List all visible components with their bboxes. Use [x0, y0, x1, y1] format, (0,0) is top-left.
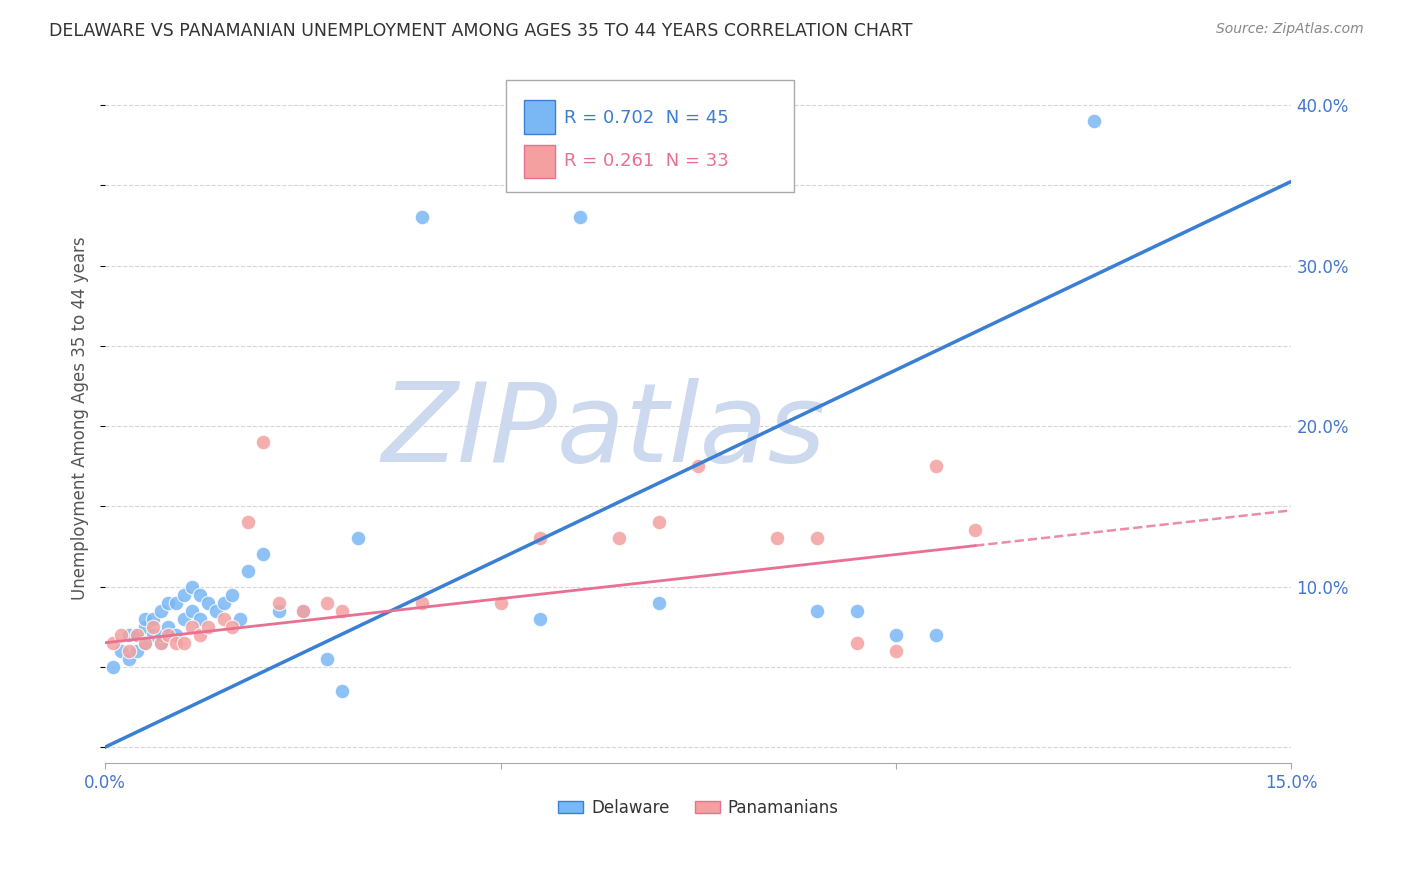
Point	[149, 636, 172, 650]
Point	[118, 644, 141, 658]
Point	[165, 596, 187, 610]
Point	[188, 612, 211, 626]
Point	[269, 596, 291, 610]
Point	[221, 588, 243, 602]
Point	[332, 604, 354, 618]
Text: R = 0.702  N = 45: R = 0.702 N = 45	[564, 109, 728, 127]
Text: DELAWARE VS PANAMANIAN UNEMPLOYMENT AMONG AGES 35 TO 44 YEARS CORRELATION CHART: DELAWARE VS PANAMANIAN UNEMPLOYMENT AMON…	[49, 22, 912, 40]
Point	[173, 636, 195, 650]
Point	[529, 532, 551, 546]
Point	[110, 628, 132, 642]
Text: R = 0.261  N = 33: R = 0.261 N = 33	[564, 152, 728, 169]
Point	[118, 628, 141, 642]
Point	[134, 620, 156, 634]
Point	[188, 628, 211, 642]
Point	[212, 596, 235, 610]
Point	[125, 628, 148, 642]
Point	[165, 628, 187, 642]
Point	[212, 612, 235, 626]
Point	[489, 596, 512, 610]
Point	[291, 604, 314, 618]
Point	[252, 548, 274, 562]
Point	[165, 636, 187, 650]
Point	[607, 532, 630, 546]
Point	[101, 636, 124, 650]
Point	[845, 636, 868, 650]
Point	[157, 596, 180, 610]
Point	[884, 644, 907, 658]
Point	[1083, 114, 1105, 128]
Point	[134, 636, 156, 650]
Point	[228, 612, 250, 626]
Point	[252, 435, 274, 450]
Point	[688, 459, 710, 474]
Point	[884, 628, 907, 642]
Point	[221, 620, 243, 634]
Point	[332, 684, 354, 698]
Point	[125, 628, 148, 642]
Point	[845, 604, 868, 618]
Point	[157, 620, 180, 634]
Legend: Delaware, Panamanians: Delaware, Panamanians	[551, 792, 845, 824]
Point	[173, 612, 195, 626]
Point	[134, 612, 156, 626]
Point	[173, 588, 195, 602]
Point	[236, 564, 259, 578]
Point	[181, 604, 204, 618]
Point	[766, 532, 789, 546]
Text: Source: ZipAtlas.com: Source: ZipAtlas.com	[1216, 22, 1364, 37]
Point	[142, 628, 165, 642]
Point	[411, 596, 433, 610]
Point	[118, 652, 141, 666]
Point	[315, 596, 337, 610]
Point	[181, 620, 204, 634]
Point	[197, 620, 219, 634]
Point	[157, 628, 180, 642]
Point	[529, 612, 551, 626]
Point	[149, 604, 172, 618]
Point	[347, 532, 370, 546]
Point	[269, 604, 291, 618]
Point	[965, 524, 987, 538]
Point	[806, 604, 828, 618]
Point	[101, 660, 124, 674]
Point	[188, 588, 211, 602]
Text: ZIPatlas: ZIPatlas	[381, 378, 825, 485]
Y-axis label: Unemployment Among Ages 35 to 44 years: Unemployment Among Ages 35 to 44 years	[72, 236, 89, 599]
Point	[806, 532, 828, 546]
Point	[149, 628, 172, 642]
Point	[110, 644, 132, 658]
Point	[648, 516, 671, 530]
Point	[181, 580, 204, 594]
Point	[197, 596, 219, 610]
Point	[236, 516, 259, 530]
Point	[125, 644, 148, 658]
Point	[315, 652, 337, 666]
Point	[648, 596, 671, 610]
Point	[924, 459, 946, 474]
Point	[142, 612, 165, 626]
Point	[134, 636, 156, 650]
Point	[924, 628, 946, 642]
Point	[142, 620, 165, 634]
Point	[568, 211, 591, 225]
Point	[291, 604, 314, 618]
Point	[149, 636, 172, 650]
Point	[205, 604, 228, 618]
Point	[411, 211, 433, 225]
